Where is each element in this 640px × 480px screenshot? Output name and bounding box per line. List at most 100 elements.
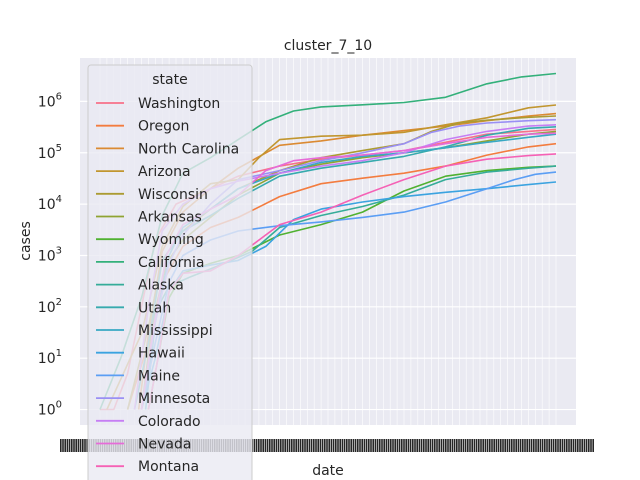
x-tick-label — [500, 439, 502, 452]
x-tick-label — [68, 439, 71, 452]
x-tick-label — [588, 439, 590, 452]
x-tick-label — [524, 439, 526, 452]
x-tick-label — [537, 439, 539, 452]
x-tick-label — [304, 439, 306, 452]
x-tick-label — [359, 439, 361, 452]
x-tick-label — [315, 439, 317, 452]
x-tick-label — [363, 439, 366, 452]
x-tick-label — [280, 439, 282, 452]
x-tick-label — [491, 439, 493, 452]
x-tick-label — [319, 439, 322, 452]
x-tick-label — [258, 439, 260, 452]
legend-label: Minnesota — [138, 391, 210, 407]
legend-label: Alaska — [138, 278, 184, 294]
x-tick-label — [414, 439, 416, 452]
x-tick-label — [489, 439, 491, 452]
x-tick-label — [396, 439, 399, 452]
x-tick-label — [535, 439, 537, 452]
x-tick-label — [317, 439, 319, 452]
x-tick-label — [62, 439, 64, 452]
x-tick-label — [288, 439, 291, 452]
x-tick-label — [326, 439, 328, 452]
legend-label: Arkansas — [138, 210, 202, 226]
x-tick-label — [73, 439, 75, 452]
legend-label: California — [138, 255, 204, 271]
x-tick-label — [431, 439, 434, 452]
x-tick-label — [308, 439, 311, 452]
x-tick-label — [566, 439, 568, 452]
x-tick-label — [511, 439, 513, 452]
x-tick-label — [522, 439, 524, 452]
x-tick-label — [82, 439, 84, 452]
chart-title: cluster_7_10 — [284, 38, 372, 54]
x-tick-label — [365, 439, 368, 452]
x-tick-label — [495, 439, 498, 452]
x-tick-label — [427, 439, 429, 452]
x-tick-label — [464, 439, 467, 452]
x-tick-label — [313, 439, 315, 452]
x-tick-label — [297, 439, 300, 452]
x-tick-label — [572, 439, 575, 452]
x-tick-label — [368, 439, 370, 452]
x-tick-label — [282, 439, 284, 452]
x-tick-label — [478, 439, 480, 452]
x-tick-label — [447, 439, 449, 452]
x-tick-label — [302, 439, 304, 452]
x-tick-label — [530, 439, 533, 452]
x-tick-label — [568, 439, 570, 452]
x-tick-label — [544, 439, 546, 452]
x-tick-label — [354, 439, 357, 452]
legend: state Washington Oregon North Carolina Ariz… — [87, 64, 253, 480]
x-tick-label — [458, 439, 460, 452]
x-tick-label — [552, 439, 555, 452]
x-tick-label — [295, 439, 297, 452]
x-tick-label — [372, 439, 374, 452]
x-tick-label — [286, 439, 289, 452]
legend-label: Maine — [138, 368, 180, 384]
x-tick-label — [260, 439, 262, 452]
x-tick-label — [453, 439, 456, 452]
x-tick-label — [403, 439, 405, 452]
x-tick-label — [579, 439, 581, 452]
x-tick-label — [405, 439, 407, 452]
x-tick-label — [370, 439, 372, 452]
x-tick-label — [471, 439, 473, 452]
x-tick-label — [306, 439, 308, 452]
x-tick-label — [381, 439, 383, 452]
legend-label: Montana — [138, 459, 199, 475]
x-tick-label — [379, 439, 381, 452]
y-tick-label: 102 — [38, 297, 62, 316]
x-tick-label — [559, 439, 561, 452]
legend-box — [87, 64, 253, 480]
legend-label: North Carolina — [138, 141, 239, 157]
x-tick-label — [64, 439, 66, 452]
x-tick-label — [374, 439, 377, 452]
y-tick-labels: 100 101 102 103 104 105 106 — [38, 91, 62, 418]
x-tick-label — [271, 439, 273, 452]
x-tick-label — [321, 439, 324, 452]
x-tick-label — [420, 439, 423, 452]
x-tick-label — [469, 439, 471, 452]
x-tick-label — [346, 439, 348, 452]
x-tick-label — [592, 439, 594, 452]
x-tick-label — [343, 439, 346, 452]
x-tick-label — [335, 439, 337, 452]
x-tick-label — [434, 439, 436, 452]
x-tick-label — [253, 439, 256, 452]
x-tick-label — [348, 439, 350, 452]
x-tick-label — [519, 439, 522, 452]
x-tick-label — [442, 439, 445, 452]
x-tick-label — [423, 439, 425, 452]
x-tick-label — [275, 439, 278, 452]
x-tick-label — [352, 439, 355, 452]
x-tick-label — [383, 439, 385, 452]
x-tick-label — [451, 439, 454, 452]
x-tick-label — [412, 439, 414, 452]
x-tick-label — [409, 439, 412, 452]
x-tick-label — [291, 439, 293, 452]
x-tick-label — [493, 439, 495, 452]
x-tick-label — [357, 439, 359, 452]
x-tick-label — [255, 439, 258, 452]
x-tick-label — [376, 439, 379, 452]
x-tick-label — [436, 439, 438, 452]
